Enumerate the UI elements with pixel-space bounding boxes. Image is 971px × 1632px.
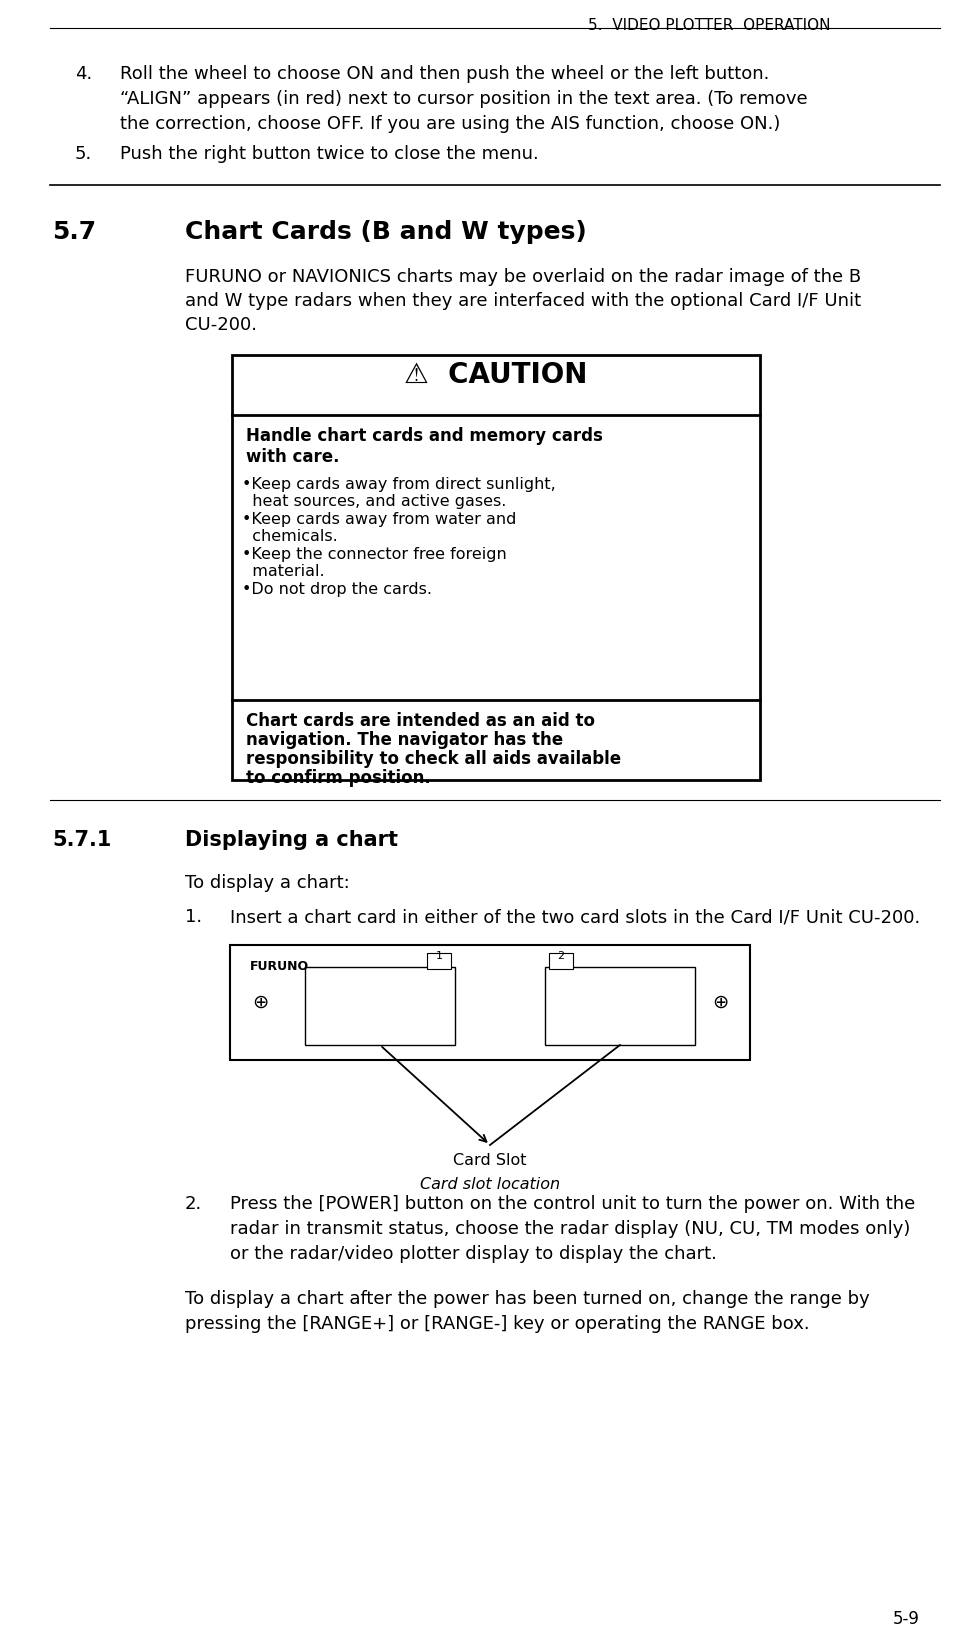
Text: to confirm position.: to confirm position. (246, 769, 431, 787)
Text: To display a chart:: To display a chart: (185, 875, 350, 893)
Text: Handle chart cards and memory cards: Handle chart cards and memory cards (246, 428, 603, 446)
Text: heat sources, and active gases.: heat sources, and active gases. (242, 494, 506, 509)
Text: 5.  VIDEO PLOTTER  OPERATION: 5. VIDEO PLOTTER OPERATION (587, 18, 830, 33)
Bar (230, 945, 750, 1061)
Text: 5.: 5. (75, 145, 92, 163)
Text: responsibility to check all aids available: responsibility to check all aids availab… (246, 751, 621, 769)
Text: 1: 1 (436, 951, 443, 961)
Text: •Keep the connector free foreign: •Keep the connector free foreign (242, 547, 507, 561)
Text: and W type radars when they are interfaced with the optional Card I/F Unit: and W type radars when they are interfac… (185, 292, 861, 310)
Text: radar in transmit status, choose the radar display (NU, CU, TM modes only): radar in transmit status, choose the rad… (230, 1221, 911, 1239)
Text: Chart Cards (B and W types): Chart Cards (B and W types) (185, 220, 586, 245)
Text: pressing the [RANGE+] or [RANGE-] key or operating the RANGE box.: pressing the [RANGE+] or [RANGE-] key or… (185, 1315, 810, 1333)
Text: Push the right button twice to close the menu.: Push the right button twice to close the… (120, 145, 539, 163)
Text: Chart cards are intended as an aid to: Chart cards are intended as an aid to (246, 712, 595, 730)
Text: Displaying a chart: Displaying a chart (185, 831, 398, 850)
Text: 2.: 2. (185, 1195, 202, 1213)
Text: 1.: 1. (185, 907, 202, 925)
Text: To display a chart after the power has been turned on, change the range by: To display a chart after the power has b… (185, 1289, 870, 1307)
Text: 5.7.1: 5.7.1 (52, 831, 112, 850)
Text: FURUNO or NAVIONICS charts may be overlaid on the radar image of the B: FURUNO or NAVIONICS charts may be overla… (185, 268, 861, 286)
Text: navigation. The navigator has the: navigation. The navigator has the (246, 731, 563, 749)
Text: Insert a chart card in either of the two card slots in the Card I/F Unit CU-200.: Insert a chart card in either of the two… (230, 907, 921, 925)
Text: ⚠  CAUTION: ⚠ CAUTION (404, 361, 587, 388)
Text: Press the [POWER] button on the control unit to turn the power on. With the: Press the [POWER] button on the control … (230, 1195, 916, 1213)
Text: the correction, choose OFF. If you are using the AIS function, choose ON.): the correction, choose OFF. If you are u… (120, 114, 781, 132)
Text: 2: 2 (557, 951, 564, 961)
Bar (545, 968, 695, 1044)
Text: •Keep cards away from water and: •Keep cards away from water and (242, 512, 517, 527)
Text: Card Slot: Card Slot (453, 1152, 526, 1169)
Text: •Keep cards away from direct sunlight,: •Keep cards away from direct sunlight, (242, 477, 555, 491)
Bar (232, 356, 760, 780)
Text: Roll the wheel to choose ON and then push the wheel or the left button.: Roll the wheel to choose ON and then pus… (120, 65, 769, 83)
Bar (549, 953, 573, 969)
Text: 4.: 4. (75, 65, 92, 83)
Text: “ALIGN” appears (in red) next to cursor position in the text area. (To remove: “ALIGN” appears (in red) next to cursor … (120, 90, 808, 108)
Bar (305, 968, 455, 1044)
Text: with care.: with care. (246, 449, 340, 467)
Text: or the radar/video plotter display to display the chart.: or the radar/video plotter display to di… (230, 1245, 717, 1263)
Text: FURUNO: FURUNO (250, 960, 309, 973)
Text: CU-200.: CU-200. (185, 317, 257, 335)
Text: Card slot location: Card slot location (419, 1177, 560, 1191)
Text: 5-9: 5-9 (893, 1611, 920, 1629)
Text: •Do not drop the cards.: •Do not drop the cards. (242, 583, 432, 597)
Bar (427, 953, 451, 969)
Text: ⊕: ⊕ (251, 992, 268, 1012)
Text: 5.7: 5.7 (52, 220, 96, 245)
Text: ⊕: ⊕ (712, 992, 728, 1012)
Text: chemicals.: chemicals. (242, 529, 338, 543)
Text: material.: material. (242, 565, 324, 579)
